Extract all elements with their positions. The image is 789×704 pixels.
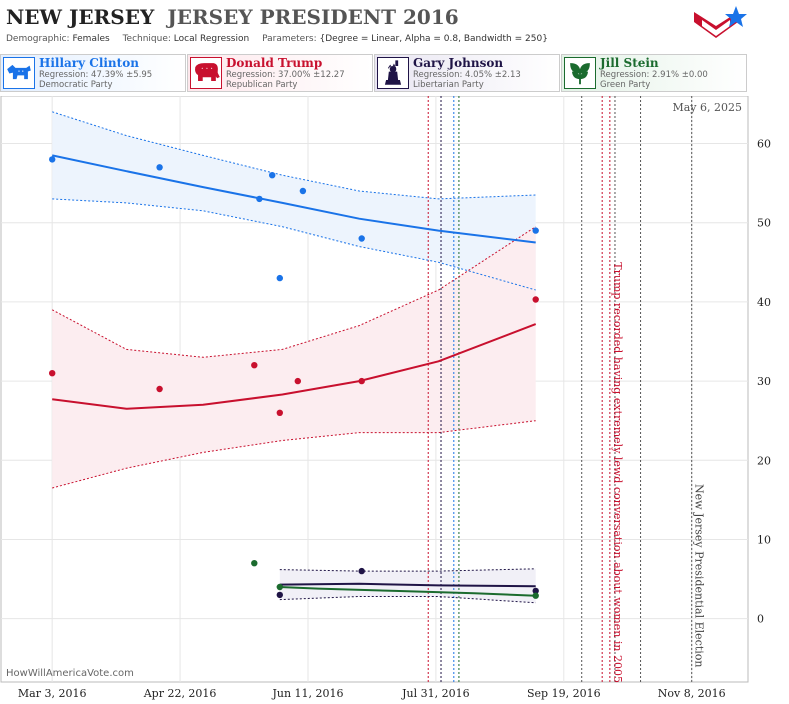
candidate-party: Democratic Party	[39, 80, 113, 90]
candidate-legend: Hillary Clinton Regression: 47.39% ±5.95…	[0, 54, 789, 94]
poll-point	[532, 592, 539, 599]
site-watermark: HowWillAmericaVote.com	[6, 668, 134, 679]
poll-point	[276, 583, 283, 591]
event-annotation: Trump recorded having extremely lewd con…	[611, 262, 624, 683]
parameters-line: Demographic: Females Technique: Local Re…	[6, 34, 548, 44]
poll-point	[294, 377, 301, 385]
poll-point	[276, 409, 283, 416]
y-tick-label: 10	[757, 533, 771, 546]
poll-point	[269, 172, 276, 179]
x-tick-label: Sep 19, 2016	[527, 687, 601, 700]
confidence-band	[52, 111, 536, 290]
candidate-name: Donald Trump	[226, 56, 323, 70]
poll-point	[256, 195, 263, 203]
x-tick-label: Mar 3, 2016	[18, 687, 87, 700]
regression-line	[279, 582, 536, 588]
poll-point	[358, 567, 365, 575]
candidate-party: Libertarian Party	[413, 80, 484, 90]
poll-point	[532, 227, 539, 234]
lower-bound-line	[52, 198, 536, 291]
liberty-icon	[377, 57, 409, 89]
candidate-name: Hillary Clinton	[39, 56, 139, 70]
poll-point	[49, 370, 56, 377]
poll-chart: 0 10 20 30 40 50 60 Mar 3, 2016 Apr 22, 2016 Jun …	[0, 96, 771, 700]
elephant-icon	[190, 57, 222, 89]
y-tick-label: 40	[757, 296, 771, 309]
candidate-regression: Regression: 37.00% ±12.27	[226, 70, 345, 80]
upper-bound-line	[52, 111, 536, 200]
y-tick-label: 0	[757, 613, 764, 626]
param-key: Technique:	[122, 34, 171, 44]
chart-title: NEW JERSEY JERSEY PRESIDENT 2016	[6, 5, 459, 29]
param-key: Parameters:	[262, 34, 317, 44]
candidate-card-johnson[interactable]: Gary Johnson Regression: 4.05% ±2.13 Lib…	[374, 54, 560, 92]
candidate-card-trump[interactable]: Donald Trump Regression: 37.00% ±12.27 R…	[187, 54, 373, 92]
site-logo-icon	[694, 6, 747, 38]
poll-point	[49, 156, 56, 163]
poll-point	[156, 385, 163, 393]
candidate-name: Jill Stein	[600, 56, 659, 70]
regression-line	[51, 154, 536, 244]
confidence-band	[279, 568, 536, 603]
poll-point	[251, 560, 258, 567]
confidence-band	[52, 226, 536, 488]
candidate-name: Gary Johnson	[413, 56, 504, 70]
regression-line	[52, 323, 537, 410]
poll-point	[251, 362, 258, 369]
upper-bound-line	[51, 226, 536, 358]
leaf-icon	[564, 57, 596, 89]
x-tick-label: Nov 8, 2016	[658, 687, 726, 700]
candidate-party: Green Party	[600, 80, 651, 90]
lower-bound-line	[52, 420, 536, 489]
poll-point	[156, 164, 163, 171]
poll-point	[276, 591, 283, 599]
candidate-regression: Regression: 2.91% ±0.00	[600, 70, 708, 80]
x-tick-label: Apr 22, 2016	[143, 687, 217, 700]
param-value: {Degree = Linear, Alpha = 0.8, Bandwidth…	[319, 34, 548, 44]
param-value: Local Regression	[173, 34, 250, 44]
y-tick-label: 30	[757, 375, 771, 388]
candidate-card-clinton[interactable]: Hillary Clinton Regression: 47.39% ±5.95…	[0, 54, 186, 92]
poll-point	[358, 235, 365, 242]
poll-point	[532, 296, 539, 303]
race-name: JERSEY PRESIDENT 2016	[167, 5, 459, 29]
event-annotation: New Jersey Presidential Election	[693, 484, 706, 667]
state-name: NEW JERSEY	[6, 5, 155, 29]
regression-line	[279, 586, 536, 597]
param-key: Demographic:	[6, 34, 70, 44]
y-tick-label: 50	[757, 217, 771, 230]
chart-date-label: May 6, 2025	[672, 101, 742, 114]
donkey-icon	[3, 57, 35, 89]
poll-point	[276, 274, 283, 282]
candidate-regression: Regression: 47.39% ±5.95	[39, 70, 153, 80]
param-value: Females	[72, 34, 110, 44]
candidate-regression: Regression: 4.05% ±2.13	[413, 70, 521, 80]
x-tick-label: Jul 31, 2016	[401, 687, 470, 700]
poll-point	[532, 587, 539, 595]
y-tick-label: 60	[757, 138, 771, 151]
candidate-party: Republican Party	[226, 80, 298, 90]
candidate-card-stein[interactable]: Jill Stein Regression: 2.91% ±0.00 Green…	[561, 54, 747, 92]
poll-point	[358, 377, 365, 385]
x-tick-label: Jun 11, 2016	[271, 687, 343, 700]
poll-point	[299, 187, 307, 195]
y-tick-label: 20	[757, 454, 771, 467]
